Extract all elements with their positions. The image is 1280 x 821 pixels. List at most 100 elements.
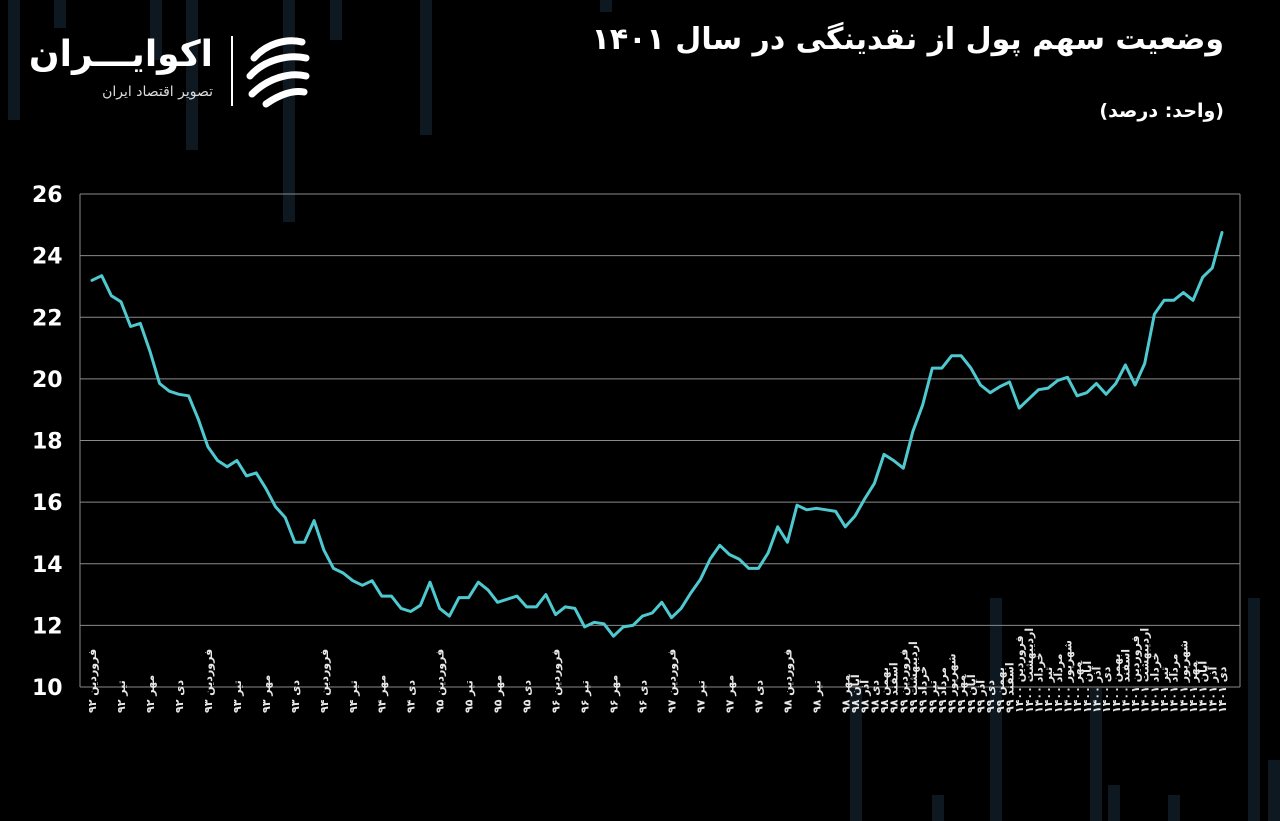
data-point bbox=[940, 367, 943, 370]
data-point bbox=[1153, 313, 1156, 316]
data-point bbox=[293, 541, 296, 544]
x-tick-label: دی ۱۴۰۱ bbox=[1216, 666, 1229, 713]
data-point bbox=[1085, 391, 1088, 394]
data-point bbox=[477, 581, 480, 584]
x-tick-label: فروردین ۹۲ bbox=[86, 649, 99, 713]
x-tick-label: مهر ۹۴ bbox=[376, 675, 389, 713]
x-tick-label: آبان ۱۴۰۰ bbox=[1080, 661, 1094, 713]
logo-divider bbox=[231, 36, 233, 106]
x-tick-label: دی ۹۲ bbox=[173, 680, 186, 713]
data-point bbox=[467, 596, 470, 599]
x-tick-label: شهریور ۱۴۰۱ bbox=[1177, 640, 1190, 713]
data-point bbox=[535, 605, 538, 608]
data-point bbox=[796, 504, 799, 507]
data-point bbox=[429, 581, 432, 584]
data-point bbox=[1182, 291, 1185, 294]
data-point bbox=[487, 588, 490, 591]
data-point bbox=[602, 622, 605, 625]
background-bar bbox=[420, 0, 432, 135]
x-tick-label: تیر ۱۴۰۰ bbox=[1042, 667, 1055, 713]
background-bar bbox=[8, 0, 20, 120]
data-point bbox=[622, 625, 625, 628]
data-point bbox=[911, 430, 914, 433]
data-point bbox=[419, 604, 422, 607]
data-point bbox=[1037, 388, 1040, 391]
data-point bbox=[120, 300, 123, 303]
data-point bbox=[805, 508, 808, 511]
x-tick-label: مهر ۱۴۰۰ bbox=[1071, 661, 1084, 713]
data-point bbox=[767, 552, 770, 555]
x-tick-label: فروردین ۹۸ bbox=[781, 649, 794, 713]
data-point bbox=[1056, 379, 1059, 382]
background-bar bbox=[990, 598, 1002, 821]
data-point bbox=[1134, 384, 1137, 387]
brand-logo: اکوایـــران تصویر اقتصاد ایران bbox=[28, 30, 316, 110]
x-tick-label: بهمن ۱۴۰۰ bbox=[1110, 654, 1123, 713]
x-tick-label: دی ۹۸ bbox=[868, 680, 881, 713]
data-point bbox=[380, 595, 383, 598]
data-point bbox=[873, 482, 876, 485]
series-line bbox=[90, 231, 1224, 638]
y-tick-label: 18 bbox=[32, 430, 63, 455]
data-point bbox=[834, 510, 837, 513]
data-point bbox=[303, 541, 306, 544]
data-point bbox=[342, 572, 345, 575]
x-tick-label: مهر ۹۹ bbox=[955, 675, 968, 713]
data-point bbox=[1114, 382, 1117, 385]
data-point bbox=[718, 544, 721, 547]
x-tick-label: فروردین ۹۵ bbox=[434, 649, 447, 713]
x-tick-label: فروردین ۹۴ bbox=[318, 649, 331, 713]
chart-title: وضعیت سهم پول از نقدینگی در سال ۱۴۰۱ bbox=[591, 22, 1224, 57]
data-point bbox=[525, 605, 528, 608]
x-tick-label: دی ۹۳ bbox=[289, 680, 302, 713]
data-point bbox=[496, 601, 499, 604]
data-point bbox=[1008, 381, 1011, 384]
x-tick-label: اسفند ۱۴۰۰ bbox=[1119, 649, 1132, 713]
data-point bbox=[100, 274, 103, 277]
data-point bbox=[931, 367, 934, 370]
x-tick-label: فروردین ۹۶ bbox=[550, 649, 563, 713]
x-tick-label: تیر ۹۹ bbox=[926, 680, 939, 713]
x-tick-label: مهر ۹۳ bbox=[260, 675, 273, 713]
data-point bbox=[825, 508, 828, 511]
x-tick-label: دی ۹۴ bbox=[405, 680, 418, 713]
data-point bbox=[264, 487, 267, 490]
data-point bbox=[148, 350, 151, 353]
x-tick-label: آبان ۱۴۰۱ bbox=[1196, 661, 1210, 713]
unit-label: (واحد: درصد) bbox=[1099, 100, 1224, 122]
data-point bbox=[998, 385, 1001, 388]
data-point bbox=[631, 624, 634, 627]
x-tick-label: آبان ۹۹ bbox=[964, 674, 978, 713]
data-point bbox=[989, 391, 992, 394]
background-bar bbox=[1168, 795, 1180, 821]
data-point bbox=[854, 515, 857, 518]
x-tick-label: اسفند ۹۹ bbox=[1004, 662, 1017, 713]
x-tick-label: آبان ۹۸ bbox=[848, 674, 862, 713]
x-tick-label: شهریور ۹۹ bbox=[946, 653, 959, 713]
x-tick-label: دی ۱۴۰۰ bbox=[1100, 666, 1113, 713]
x-tick-label: مرداد ۱۴۰۰ bbox=[1052, 654, 1065, 713]
x-tick-label: خرداد ۱۴۰۰ bbox=[1032, 652, 1045, 713]
x-tick-label: مرداد ۹۹ bbox=[936, 667, 949, 713]
brand-tagline: تصویر اقتصاد ایران bbox=[102, 84, 213, 100]
data-point bbox=[1095, 382, 1098, 385]
data-point bbox=[409, 610, 412, 613]
data-point bbox=[883, 453, 886, 456]
data-point bbox=[979, 384, 982, 387]
data-point bbox=[506, 598, 509, 601]
data-point bbox=[1047, 387, 1050, 390]
x-tick-label: خرداد ۱۴۰۱ bbox=[1148, 652, 1161, 713]
data-point bbox=[206, 445, 209, 448]
x-tick-label: تیر ۹۵ bbox=[463, 680, 476, 713]
x-tick-label: دی ۹۶ bbox=[637, 680, 650, 713]
x-tick-label: خرداد ۹۹ bbox=[917, 666, 930, 713]
x-tick-label: تیر ۹۷ bbox=[694, 680, 707, 713]
brand-name: اکوایـــران bbox=[28, 34, 213, 75]
y-tick-label: 10 bbox=[32, 676, 63, 701]
data-point bbox=[689, 592, 692, 595]
background-bar bbox=[186, 0, 198, 150]
x-tick-label: تیر ۹۶ bbox=[579, 680, 592, 713]
y-tick-label: 20 bbox=[32, 368, 63, 393]
y-tick-label: 24 bbox=[32, 245, 63, 270]
